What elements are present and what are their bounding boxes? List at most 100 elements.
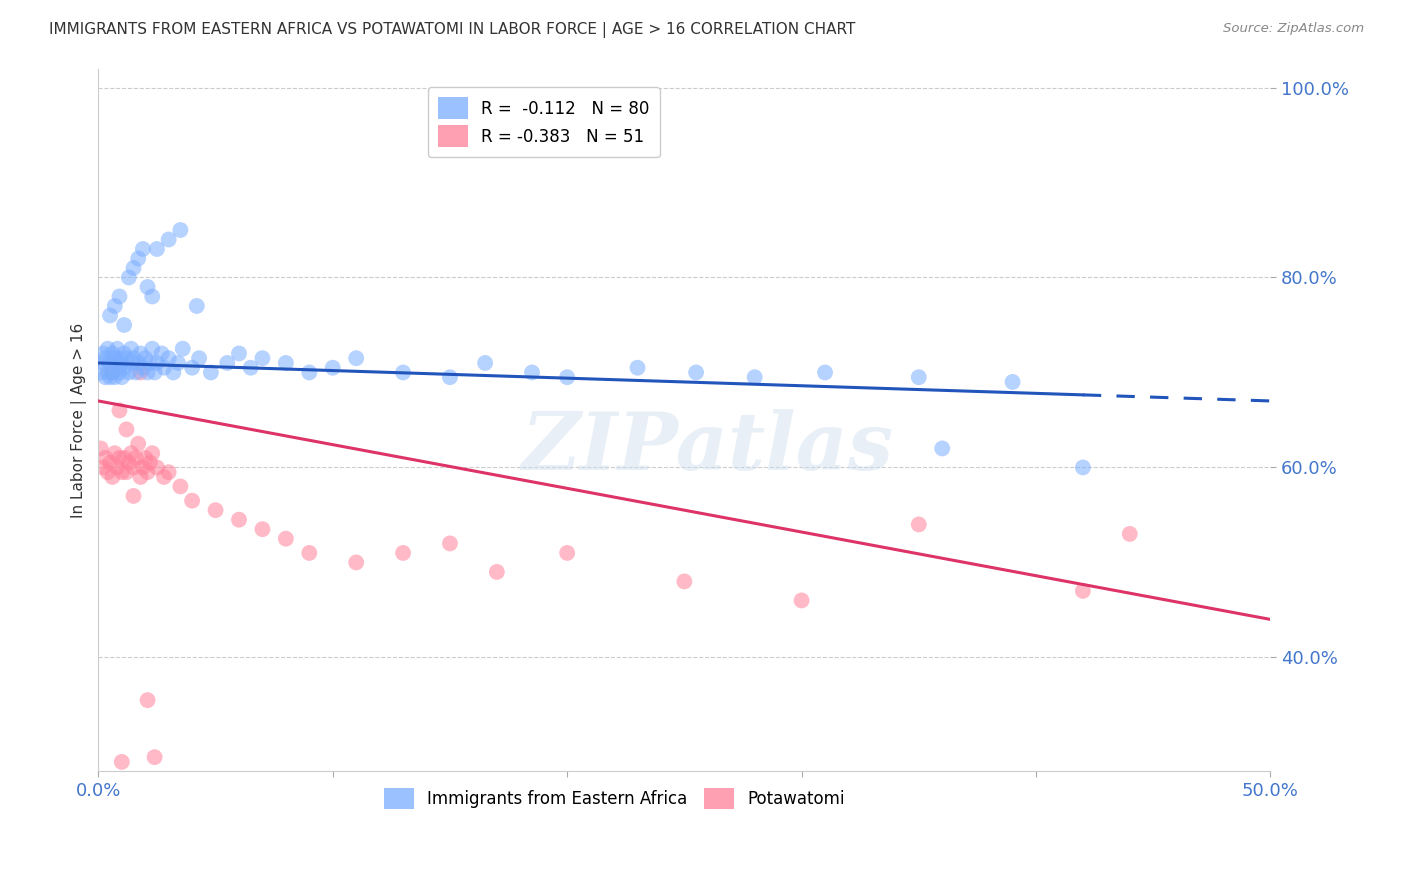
Point [474,356,496,370]
Point [94,450,117,465]
Point [439,370,461,384]
Point [134,351,156,366]
Point [169,479,191,493]
Point [439,536,461,550]
Point [344,556,367,570]
Point [105,342,128,356]
Point [104,299,127,313]
Point [136,280,159,294]
Point [127,436,149,450]
Point [122,489,145,503]
Point [90,442,112,456]
Point [101,346,124,360]
Point [1119,527,1142,541]
Text: ZIPatlas: ZIPatlas [522,409,894,487]
Point [97,342,120,356]
Point [907,517,929,532]
Point [98,370,121,384]
Point [181,360,204,375]
Point [1071,583,1094,598]
Point [162,366,184,380]
Point [104,351,127,366]
Point [153,360,176,375]
Point [685,366,707,380]
Point [112,318,135,332]
Point [129,346,152,360]
Point [122,260,145,275]
Point [127,356,149,370]
Point [91,460,114,475]
Point [907,370,929,384]
Point [91,346,114,360]
Point [105,356,128,370]
Point [141,446,163,460]
Point [111,370,134,384]
Point [744,370,766,384]
Point [392,546,415,560]
Point [115,465,138,479]
Legend: Immigrants from Eastern Africa, Potawatomi: Immigrants from Eastern Africa, Potawato… [377,781,851,816]
Point [115,351,138,366]
Point [157,232,180,246]
Point [274,356,297,370]
Point [673,574,696,589]
Point [139,356,162,370]
Point [204,503,226,517]
Y-axis label: In Labor Force | Age > 16: In Labor Force | Age > 16 [72,322,87,517]
Point [125,366,148,380]
Point [112,450,135,465]
Point [252,351,274,366]
Point [122,460,145,475]
Point [146,356,169,370]
Point [228,346,250,360]
Point [97,366,120,380]
Point [94,351,117,366]
Point [104,370,127,384]
Point [90,366,112,380]
Point [1001,375,1024,389]
Point [112,346,135,360]
Point [104,446,127,460]
Point [392,366,415,380]
Point [120,342,142,356]
Point [118,456,141,470]
Point [274,532,297,546]
Point [814,366,837,380]
Point [101,470,124,484]
Point [298,546,321,560]
Point [150,346,173,360]
Point [485,565,508,579]
Point [111,755,134,769]
Point [188,351,211,366]
Point [217,356,239,370]
Point [143,750,166,764]
Point [157,351,180,366]
Point [239,360,262,375]
Point [122,351,145,366]
Point [108,351,131,366]
Point [136,693,159,707]
Point [146,242,169,256]
Point [118,270,141,285]
Point [132,242,155,256]
Point [139,456,162,470]
Point [98,309,121,323]
Point [112,360,135,375]
Point [111,356,134,370]
Text: IMMIGRANTS FROM EASTERN AFRICA VS POTAWATOMI IN LABOR FORCE | AGE > 16 CORRELATI: IMMIGRANTS FROM EASTERN AFRICA VS POTAWA… [49,22,856,38]
Point [200,366,222,380]
Point [322,360,344,375]
Point [101,366,124,380]
Point [153,470,176,484]
Point [555,546,578,560]
Point [141,342,163,356]
Point [520,366,543,380]
Point [790,593,813,607]
Point [167,356,190,370]
Point [120,446,142,460]
Point [125,450,148,465]
Point [931,442,953,456]
Point [186,299,208,313]
Point [136,465,159,479]
Point [115,422,138,436]
